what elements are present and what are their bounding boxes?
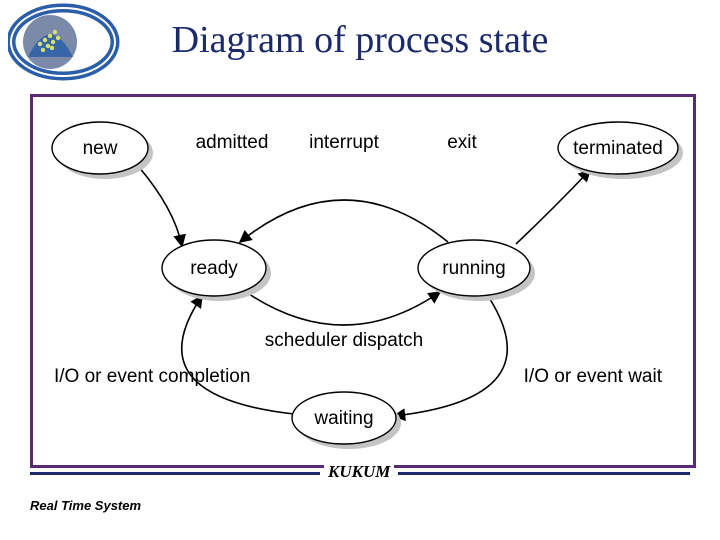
node-label-terminated: terminated — [573, 138, 663, 159]
footer-text: Real Time System — [30, 498, 141, 513]
edge-to-running — [246, 292, 440, 325]
edge-to-ready — [182, 296, 294, 414]
edge-label-admitted: admitted — [196, 132, 269, 153]
node-label-ready: ready — [190, 258, 238, 279]
footer-brand: KUKUM — [324, 462, 394, 482]
node-label-running: running — [442, 258, 505, 279]
edge-labels-group: admitted interrupt exit scheduler dispatch I… — [54, 132, 663, 387]
edge-label-interrupt: interrupt — [309, 132, 379, 153]
nodes-group: new ready running terminated waiting — [52, 122, 683, 449]
edge-to-ready — [138, 166, 182, 246]
node-label-new: new — [83, 138, 118, 159]
edge-to-terminated — [516, 170, 590, 244]
edge-label-dispatch: scheduler dispatch — [265, 330, 423, 351]
slide: Diagram of process state new ready running… — [0, 0, 720, 540]
edge-to-waiting — [394, 296, 507, 416]
page-title: Diagram of process state — [0, 18, 720, 62]
footer-line-left — [30, 472, 320, 475]
footer-line-right — [398, 472, 690, 475]
edge-to-ready — [240, 200, 448, 242]
process-state-diagram: new ready running terminated waiting admitted… — [34, 98, 686, 458]
edge-label-exit: exit — [447, 132, 477, 153]
node-label-waiting: waiting — [313, 408, 373, 429]
edge-label-io_done: I/O or event completion — [54, 366, 250, 387]
edge-label-io_wait: I/O or event wait — [524, 366, 663, 387]
